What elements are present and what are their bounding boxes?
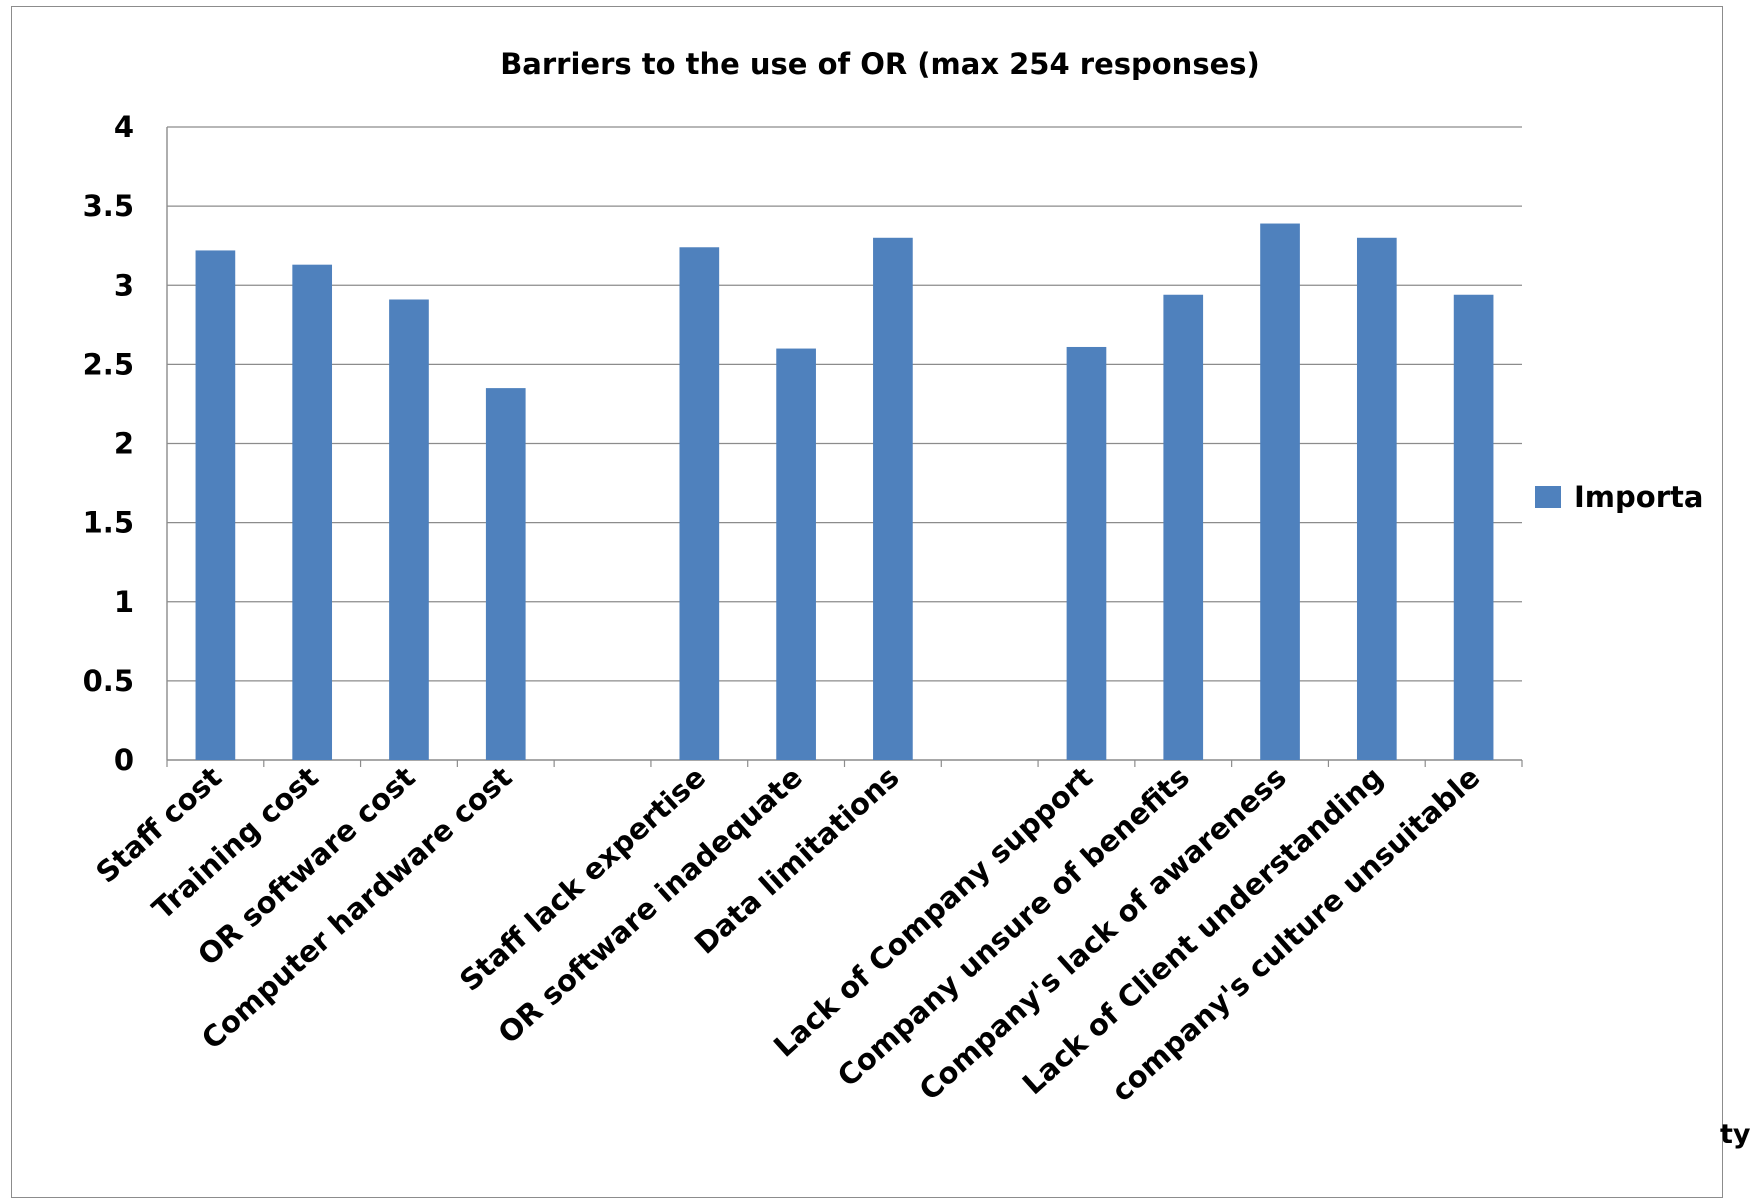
bar	[389, 299, 429, 760]
bar	[873, 237, 913, 760]
bar	[292, 264, 333, 760]
bar	[776, 348, 816, 760]
legend-swatch	[1535, 486, 1561, 508]
y-tick-label: 1.5	[83, 506, 134, 540]
x-tick-label: Company's lack of awareness	[913, 760, 1293, 1107]
bar	[195, 250, 236, 760]
bar	[1163, 294, 1204, 760]
y-tick-label: 0.5	[83, 664, 134, 698]
bar	[1356, 237, 1397, 760]
y-tick-label: 2.5	[83, 347, 134, 381]
y-tick-label: 3.5	[83, 189, 134, 223]
bar	[1453, 294, 1494, 760]
bar	[1260, 223, 1300, 761]
legend: Importa	[1535, 480, 1703, 514]
x-tick-label: Training cost	[146, 760, 325, 926]
bar	[679, 247, 720, 760]
chart-title: Barriers to the use of OR (max 254 respo…	[500, 47, 1260, 81]
y-axis-tick-labels: 0 0.5 1 1.5 2 2.5 3 3.5 4	[83, 110, 134, 777]
bar-chart: Barriers to the use of OR (max 254 respo…	[83, 47, 1750, 1150]
y-tick-label: 1	[114, 585, 134, 619]
bar	[485, 388, 526, 760]
bar	[1066, 346, 1107, 760]
x-tick-label: Lack of Client understanding	[1016, 760, 1390, 1101]
corner-text-fragment: ty	[1720, 1119, 1750, 1150]
axes	[166, 127, 1523, 767]
y-tick-label: 4	[114, 110, 134, 144]
x-tick-label: Company unsure of benefits	[831, 760, 1196, 1094]
y-tick-label: 3	[114, 268, 134, 302]
bars	[195, 223, 1494, 761]
gridlines	[167, 126, 1522, 682]
y-tick-label: 2	[114, 427, 134, 461]
y-tick-label: 0	[114, 743, 134, 777]
legend-label: Importa	[1574, 480, 1703, 514]
